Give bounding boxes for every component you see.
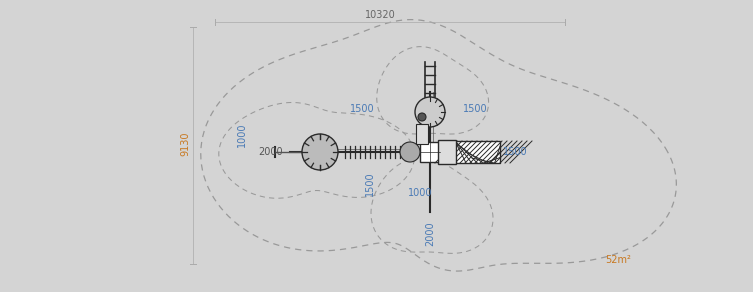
Text: 52m²: 52m² — [605, 255, 631, 265]
Text: 2000: 2000 — [258, 147, 282, 157]
Text: 10320: 10320 — [364, 10, 395, 20]
Circle shape — [302, 134, 338, 170]
Text: 9130: 9130 — [180, 132, 190, 156]
Circle shape — [400, 142, 420, 162]
Text: 1500: 1500 — [365, 172, 375, 196]
Text: 1000: 1000 — [408, 188, 432, 198]
Text: 2000: 2000 — [425, 222, 435, 246]
Bar — [420, 142, 440, 162]
Bar — [438, 140, 456, 164]
Circle shape — [418, 113, 426, 121]
Text: 1500: 1500 — [463, 104, 488, 114]
Text: 1500: 1500 — [503, 147, 528, 157]
Bar — [455, 141, 500, 163]
Bar — [416, 124, 428, 144]
Circle shape — [415, 97, 445, 127]
Text: 1500: 1500 — [349, 104, 374, 114]
Text: 1000: 1000 — [237, 123, 247, 147]
